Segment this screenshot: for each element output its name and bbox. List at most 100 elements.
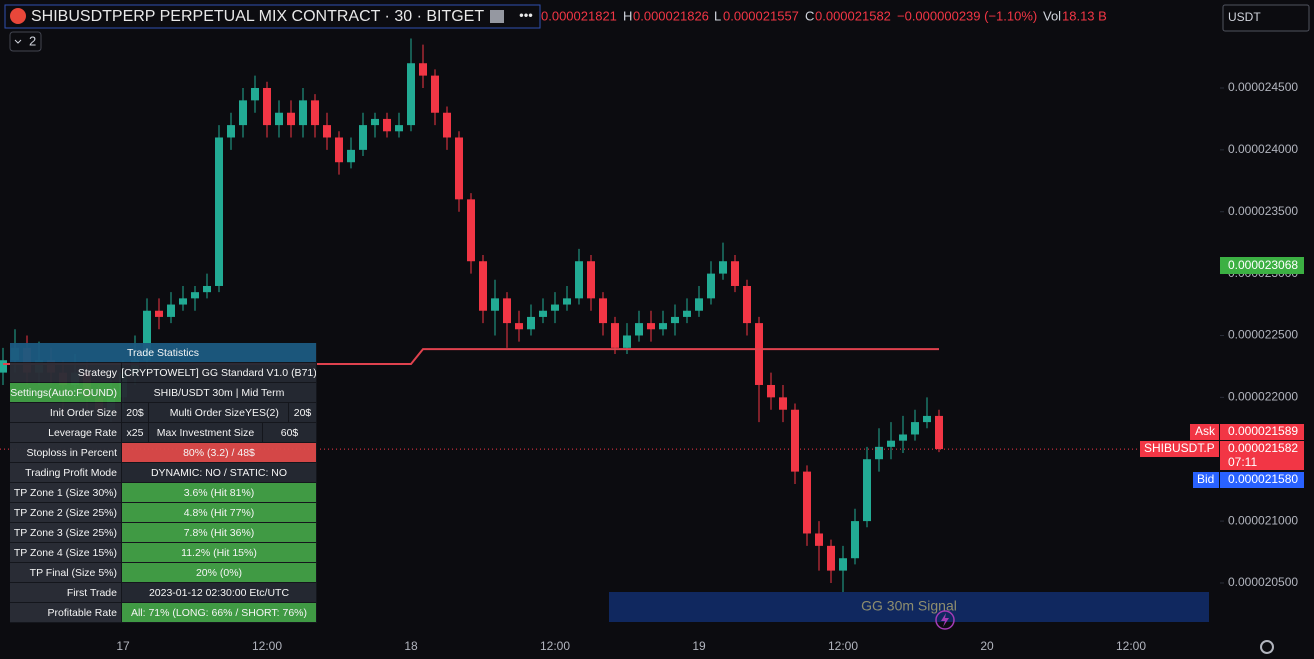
candle-body: [275, 112, 283, 126]
cell: Max Investment Size: [149, 423, 263, 443]
candle-body: [839, 558, 847, 571]
candle-body: [359, 125, 367, 150]
volume: 18.13 B: [1062, 8, 1107, 23]
y-tick-label: 0.000020500: [1228, 575, 1298, 589]
candle-body: [779, 397, 787, 410]
indicators-count: 2: [29, 33, 36, 48]
candle-body: [623, 335, 631, 348]
settings-icon[interactable]: [1260, 640, 1274, 654]
x-tick-label: 12:00: [252, 639, 282, 653]
candle-body: [419, 63, 427, 76]
table-row: Trading Profit Mode DYNAMIC: NO / STATIC:…: [10, 463, 317, 483]
signal-box: [609, 592, 1209, 622]
y-tick-label: 0.000022000: [1228, 390, 1298, 404]
cell: 7.8% (Hit 36%): [122, 523, 317, 543]
cell: Profitable Rate: [10, 603, 122, 623]
signal-icon[interactable]: [935, 610, 955, 630]
candle-body: [923, 415, 931, 423]
candle-body: [635, 323, 643, 336]
cell: First Trade: [10, 583, 122, 603]
flag-icon[interactable]: [490, 10, 504, 23]
candle-body: [767, 384, 775, 398]
cell: 4.8% (Hit 77%): [122, 503, 317, 523]
candle-body: [539, 310, 547, 317]
candle-body: [347, 149, 355, 163]
ask-tag: [1220, 424, 1304, 440]
candle-body: [707, 273, 715, 299]
table-row: Init Order Size 20$ Multi Order Size YES(2)…: [10, 403, 317, 423]
currency-select[interactable]: [1222, 4, 1310, 32]
stats-table: Trade Statistics Strategy [CRYPTOWELT] GG…: [10, 343, 317, 623]
table-row: Leverage Rate x25 Max Investment Size 60$: [10, 423, 317, 443]
candle-body: [863, 459, 871, 522]
more-icon[interactable]: •••: [519, 7, 533, 22]
cell: Leverage Rate: [10, 423, 122, 443]
candle-body: [647, 323, 655, 330]
table-row: TP Zone 1 (Size 30%) 3.6% (Hit 81%): [10, 483, 317, 503]
candle-body: [527, 316, 535, 330]
ask-price: 0.000021589: [1228, 424, 1298, 438]
ask-tag: [1190, 424, 1219, 440]
last-price: 0.000021582: [1228, 441, 1298, 455]
cell: SHIB/USDT 30m | Mid Term: [122, 383, 317, 403]
y-tick-label: 0.000023500: [1228, 204, 1298, 218]
table-row: Stoploss in Percent 80% (3.2) / 48$: [10, 443, 317, 463]
cell: Stoploss in Percent: [10, 443, 122, 463]
cell: TP Zone 2 (Size 25%): [10, 503, 122, 523]
table-row: TP Final (Size 5%) 20% (0%): [10, 563, 317, 583]
cell: 60$: [263, 423, 317, 443]
bid-price: 0.000021580: [1228, 472, 1298, 486]
table-row: Trade Statistics: [10, 343, 317, 363]
ohlc-open: 0.000021821: [541, 8, 617, 23]
candle-body: [743, 285, 751, 324]
cell: 20% (0%): [122, 563, 317, 583]
indicators-toggle[interactable]: [9, 31, 42, 52]
table-row: Settings(Auto:FOUND) SHIB/USDT 30m | Mid …: [10, 383, 317, 403]
countdown: 07:11: [1228, 455, 1257, 469]
cell: 3.6% (Hit 81%): [122, 483, 317, 503]
x-tick-label: 12:00: [1116, 639, 1146, 653]
candle-body: [383, 118, 391, 132]
ohlc-low: 0.000021557: [723, 8, 799, 23]
currency: USDT: [1228, 10, 1261, 24]
indicator-price: 0.000023068: [1228, 258, 1298, 272]
candle-body: [719, 261, 727, 274]
candle-body: [467, 199, 475, 262]
ask-label: Ask: [1195, 424, 1216, 438]
candle-body: [827, 545, 835, 571]
candle-body: [155, 310, 163, 317]
candle-body: [599, 298, 607, 324]
cell: 20$: [289, 403, 317, 423]
candle-body: [575, 261, 583, 299]
candle-body: [0, 360, 7, 373]
candle-body: [755, 323, 763, 385]
cell: TP Final (Size 5%): [10, 563, 122, 583]
candle-body: [215, 137, 223, 286]
table-row: TP Zone 2 (Size 25%) 4.8% (Hit 77%): [10, 503, 317, 523]
candle-body: [875, 446, 883, 460]
candle-body: [887, 440, 895, 447]
y-tick-label: 0.000021000: [1228, 513, 1298, 527]
ohlc-change: −0.000000239 (−1.10%): [897, 8, 1037, 23]
cell: Trading Profit Mode: [10, 463, 122, 483]
signal-icon-bolt: [941, 613, 949, 627]
candle-body: [587, 261, 595, 299]
candle-body: [239, 100, 247, 126]
candle-body: [251, 87, 259, 101]
x-tick-label: 12:00: [540, 639, 570, 653]
bid-tag: [1193, 472, 1219, 488]
candle-body: [671, 316, 679, 324]
bid-label: Bid: [1197, 472, 1214, 486]
candle-body: [515, 323, 523, 330]
candle-body: [803, 471, 811, 534]
cell: x25: [122, 423, 149, 443]
candle-body: [335, 137, 343, 163]
last-tag: [1220, 441, 1304, 470]
cell: All: 71% (LONG: 66% / SHORT: 76%): [122, 603, 317, 623]
candle-body: [851, 521, 859, 559]
candle-body: [203, 285, 211, 293]
symbol-icon: [10, 8, 26, 24]
symbol-box[interactable]: [4, 4, 541, 29]
cell: TP Zone 4 (Size 15%): [10, 543, 122, 563]
